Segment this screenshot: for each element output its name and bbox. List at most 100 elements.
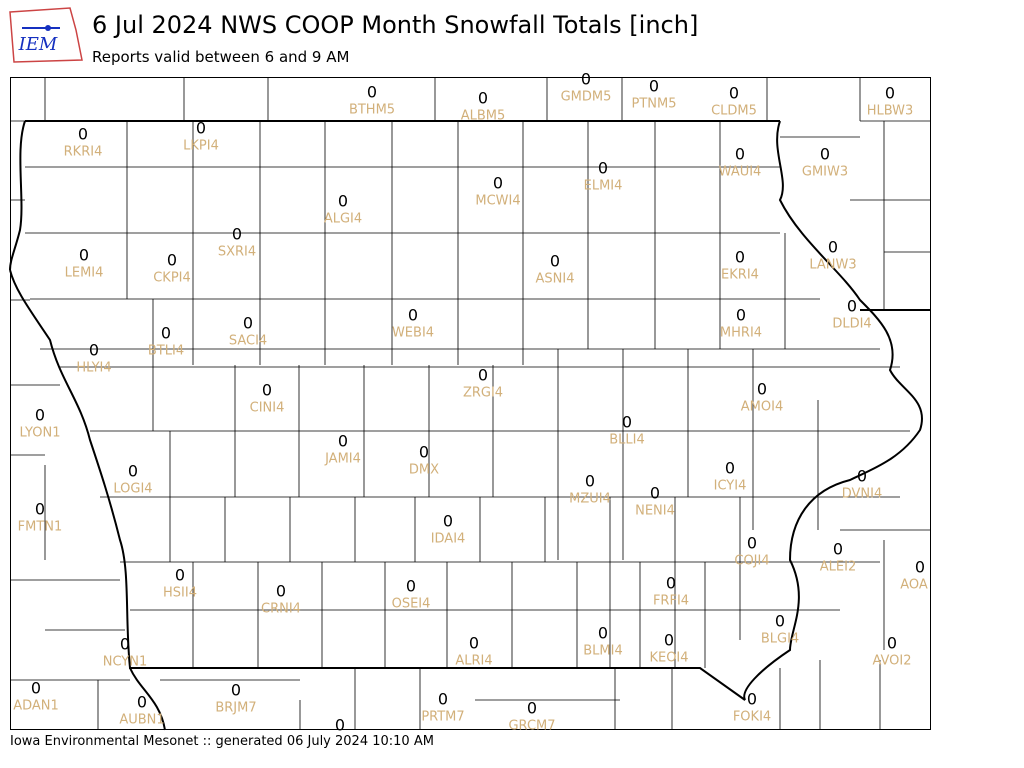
station-id: AOA [900, 578, 928, 593]
station-id: LANW3 [809, 258, 856, 273]
station-value: 0 [78, 125, 88, 144]
station-value: 0 [443, 512, 453, 531]
station-value: 0 [128, 462, 138, 481]
station-value: 0 [120, 635, 130, 654]
station-id: FRFI4 [653, 594, 689, 609]
station-value: 0 [598, 159, 608, 178]
station-id: LYON1 [20, 426, 61, 441]
station-id: LEMI4 [65, 266, 104, 281]
title: 6 Jul 2024 NWS COOP Month Snowfall Total… [92, 11, 698, 39]
station-id: PRTM7 [421, 710, 464, 725]
station-value: 0 [232, 225, 242, 244]
station-value: 0 [828, 238, 838, 257]
station-id: BLMI4 [583, 644, 622, 659]
station-value: 0 [649, 77, 659, 96]
station-id: MHRI4 [720, 326, 762, 341]
station-value: 0 [581, 70, 591, 89]
station-value: 0 [243, 314, 253, 333]
station-value: 0 [736, 306, 746, 325]
station-id: ALGI4 [324, 212, 362, 227]
station-id: DLDI4 [832, 317, 871, 332]
station-value: 0 [735, 248, 745, 267]
station-id: ALEI2 [820, 560, 856, 575]
station-id: CKPI4 [153, 271, 191, 286]
station-value: 0 [35, 500, 45, 519]
station-value: 0 [747, 534, 757, 553]
station-value: 0 [438, 690, 448, 709]
station-value: 0 [885, 84, 895, 103]
station-id: LOGI4 [113, 482, 152, 497]
station-value: 0 [735, 145, 745, 164]
station-value: 0 [729, 84, 739, 103]
station-value: 0 [527, 699, 537, 718]
station-id: BRJM7 [215, 701, 256, 716]
station-id: CLDM5 [711, 104, 757, 119]
station-value: 0 [650, 484, 660, 503]
station-value: 0 [469, 634, 479, 653]
station-value: 0 [847, 297, 857, 316]
station-value: 0 [664, 631, 674, 650]
station-id: EKRI4 [721, 268, 759, 283]
station-value: 0 [478, 89, 488, 108]
station-id: CRNI4 [261, 602, 301, 617]
station-id: HLYI4 [76, 361, 111, 376]
station-id: ICYI4 [714, 479, 747, 494]
station-value: 0 [915, 558, 925, 577]
station-id: BLGI4 [761, 632, 799, 647]
station-id: FMTN1 [18, 520, 63, 535]
station-value: 0 [598, 624, 608, 643]
station-value: 0 [666, 574, 676, 593]
station-id: CINI4 [250, 401, 285, 416]
station-id: NCYN1 [103, 655, 148, 670]
station-value: 0 [478, 366, 488, 385]
station-value: 0 [196, 119, 206, 138]
station-id: GMDM5 [561, 90, 612, 105]
station-value: 0 [493, 174, 503, 193]
station-value: 0 [833, 540, 843, 559]
logo-text: IEM [18, 34, 58, 55]
station-value: 0 [775, 612, 785, 631]
station-id: LKPI4 [183, 139, 219, 154]
station-value: 0 [35, 406, 45, 425]
station-value: 0 [89, 341, 99, 360]
station-id: BTHM5 [349, 103, 395, 118]
station-id: MCWI4 [475, 194, 520, 209]
station-id: BLLI4 [609, 433, 645, 448]
station-id: GRCM7 [508, 719, 555, 734]
station-id: DMX [409, 463, 439, 478]
station-value: 0 [335, 716, 345, 735]
station-id: ALBM5 [461, 109, 506, 124]
station-value: 0 [725, 459, 735, 478]
station-value: 0 [167, 251, 177, 270]
station-id: IDAI4 [431, 532, 466, 547]
map [9, 77, 931, 731]
station-id: SACI4 [229, 334, 267, 349]
station-id: HLBW3 [867, 104, 914, 119]
station-value: 0 [338, 432, 348, 451]
station-value: 0 [585, 472, 595, 491]
station-id: RKRI4 [64, 145, 103, 160]
station-id: BTLI4 [148, 344, 184, 359]
station-id: OSEI4 [392, 597, 431, 612]
station-value: 0 [747, 690, 757, 709]
station-value: 0 [550, 252, 560, 271]
station-id: HSII4 [163, 586, 197, 601]
station-value: 0 [338, 192, 348, 211]
station-id: ELMI4 [584, 179, 623, 194]
station-id: AUBN1 [119, 713, 164, 728]
station-value: 0 [367, 83, 377, 102]
station-value: 0 [820, 145, 830, 164]
station-id: WAUI4 [719, 165, 762, 180]
station-id: DVNI4 [842, 487, 883, 502]
station-value: 0 [406, 577, 416, 596]
station-value: 0 [231, 681, 241, 700]
station-id: NENI4 [635, 504, 675, 519]
station-id: ASNI4 [536, 272, 575, 287]
station-value: 0 [175, 566, 185, 585]
station-value: 0 [262, 381, 272, 400]
station-value: 0 [857, 467, 867, 486]
station-id: MZUI4 [569, 492, 611, 507]
station-id: AVOI2 [872, 654, 911, 669]
station-value: 0 [419, 443, 429, 462]
